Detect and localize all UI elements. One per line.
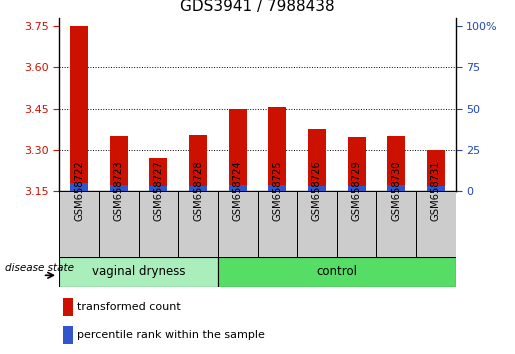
Bar xyxy=(376,191,416,257)
Text: disease state: disease state xyxy=(5,263,74,273)
Bar xyxy=(70,183,88,191)
Text: percentile rank within the sample: percentile rank within the sample xyxy=(77,330,265,341)
Text: vaginal dryness: vaginal dryness xyxy=(92,265,185,278)
Bar xyxy=(308,186,326,191)
Text: GSM658724: GSM658724 xyxy=(233,160,243,221)
Text: GSM658731: GSM658731 xyxy=(431,160,441,221)
Bar xyxy=(63,326,73,344)
Bar xyxy=(218,257,456,287)
Bar xyxy=(268,185,286,191)
Text: GSM658725: GSM658725 xyxy=(272,160,282,221)
Bar xyxy=(178,191,218,257)
Bar xyxy=(348,186,366,191)
Bar xyxy=(387,136,405,185)
Bar xyxy=(258,191,297,257)
Bar xyxy=(308,129,326,186)
Bar xyxy=(99,191,139,257)
Text: GSM658728: GSM658728 xyxy=(193,160,203,221)
Title: GDS3941 / 7988438: GDS3941 / 7988438 xyxy=(180,0,335,14)
Bar xyxy=(416,191,456,257)
Text: GSM658729: GSM658729 xyxy=(352,160,362,221)
Bar xyxy=(297,191,337,257)
Text: GSM658730: GSM658730 xyxy=(391,160,401,221)
Bar xyxy=(139,191,178,257)
Bar xyxy=(427,186,445,191)
Bar xyxy=(189,186,207,191)
Bar xyxy=(229,185,247,191)
Bar xyxy=(70,26,88,183)
Text: GSM658722: GSM658722 xyxy=(74,160,84,221)
Bar xyxy=(337,191,376,257)
Bar xyxy=(229,109,247,185)
Bar xyxy=(149,158,167,186)
Bar xyxy=(268,107,286,185)
Bar xyxy=(427,150,445,186)
Text: GSM658727: GSM658727 xyxy=(153,160,163,221)
Bar xyxy=(189,135,207,186)
Bar xyxy=(59,191,99,257)
Bar xyxy=(387,185,405,191)
Bar xyxy=(110,136,128,185)
Bar xyxy=(59,257,218,287)
Text: GSM658723: GSM658723 xyxy=(114,160,124,221)
Text: transformed count: transformed count xyxy=(77,302,181,312)
Bar xyxy=(149,186,167,191)
Bar xyxy=(218,191,258,257)
Bar xyxy=(63,297,73,315)
Bar xyxy=(110,185,128,191)
Text: GSM658726: GSM658726 xyxy=(312,160,322,221)
Text: control: control xyxy=(316,265,357,278)
Bar xyxy=(348,137,366,186)
